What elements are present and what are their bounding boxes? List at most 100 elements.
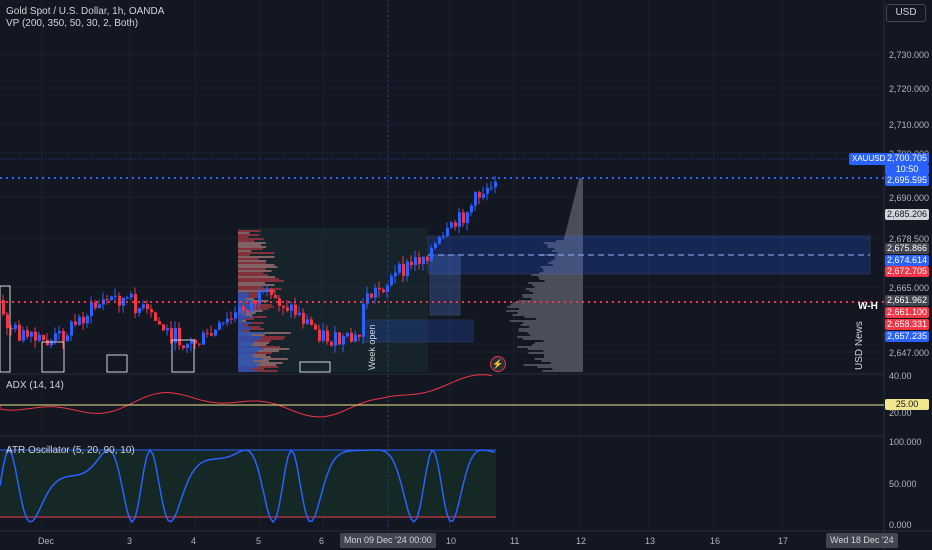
candle-body — [142, 304, 145, 309]
profile-bar — [574, 198, 583, 200]
time-tick: 3 — [127, 536, 133, 546]
profile-bar — [238, 250, 252, 252]
candle-body — [126, 297, 129, 299]
profile-bar — [238, 308, 254, 310]
currency-button[interactable]: USD — [886, 4, 926, 22]
profile-bar — [238, 348, 264, 350]
candle-body — [134, 294, 137, 314]
candle-body — [110, 296, 113, 301]
profile-bar — [238, 336, 262, 338]
candle-body — [250, 301, 253, 312]
profile-bar — [529, 334, 583, 336]
candle-body — [366, 293, 369, 304]
profile-bar — [544, 354, 583, 356]
candle-body — [74, 321, 77, 325]
time-tick: 16 — [710, 536, 721, 546]
profile-bar — [238, 364, 258, 366]
time-tick: 17 — [778, 536, 789, 546]
profile-bar — [531, 298, 583, 300]
candle-body — [50, 340, 53, 346]
time-tick: 6 — [319, 536, 325, 546]
profile-bar — [522, 322, 583, 324]
candle-body — [218, 322, 221, 330]
candle-body — [30, 331, 33, 337]
profile-bar — [577, 186, 583, 188]
profile-bar — [554, 258, 583, 260]
candle-body — [238, 306, 241, 313]
candle-body — [394, 272, 397, 277]
candle-body — [298, 312, 301, 315]
price-tick: 2,720.000 — [889, 84, 930, 94]
profile-bar — [238, 290, 275, 292]
price-tick: 2,678.500 — [889, 234, 930, 244]
candle-body — [402, 264, 405, 276]
profile-bar — [238, 370, 258, 372]
candle-body — [438, 236, 441, 244]
profile-bar — [571, 210, 583, 212]
profile-bar — [528, 282, 583, 284]
profile-bar — [238, 354, 252, 356]
candle-body — [478, 192, 481, 198]
candle-body — [314, 324, 317, 330]
support-zone — [362, 319, 474, 343]
adx-pane — [0, 374, 884, 418]
candle-body — [454, 222, 457, 227]
candle-body — [106, 299, 109, 301]
profile-bar — [238, 342, 254, 344]
profile-bar — [238, 300, 254, 302]
profile-bar — [543, 268, 583, 270]
profile-bar — [572, 204, 583, 206]
profile-bar — [551, 260, 583, 262]
candle-body — [206, 332, 209, 334]
candle-body — [390, 276, 393, 286]
profile-range-box — [238, 228, 428, 372]
candle-body — [62, 331, 65, 342]
profile-bar — [238, 328, 251, 330]
candle-body — [430, 247, 433, 261]
profile-bar — [238, 358, 263, 360]
candle-body — [254, 301, 257, 305]
profile-bar — [518, 330, 583, 332]
profile-bar — [518, 328, 583, 330]
profile-bar — [566, 228, 583, 230]
profile-bar — [556, 240, 583, 242]
profile-bar — [238, 326, 249, 328]
profile-bar — [567, 226, 583, 228]
profile-bar — [238, 260, 267, 262]
profile-bar — [238, 232, 250, 234]
profile-bar — [238, 272, 264, 274]
profile-bar — [238, 280, 284, 282]
profile-bar — [529, 290, 583, 292]
candle-body — [418, 257, 421, 265]
candle-body — [346, 332, 349, 337]
candle-body — [10, 327, 13, 329]
candle-body — [306, 319, 309, 324]
candle-body — [78, 316, 81, 325]
adx-line — [0, 374, 493, 418]
usd-news-label[interactable]: USD News — [854, 321, 865, 370]
candle-body — [458, 212, 461, 227]
profile-bar — [568, 222, 583, 224]
candle-body — [230, 318, 233, 320]
profile-bar — [576, 188, 583, 190]
profile-bar — [238, 366, 259, 368]
adx-tick: 20.00 — [889, 408, 912, 418]
candle-body — [474, 192, 477, 206]
zone-boxes[interactable] — [238, 228, 871, 372]
profile-bar — [238, 294, 249, 296]
horizontal-levels[interactable] — [0, 0, 884, 531]
candle-body — [242, 306, 245, 311]
profile-bar — [547, 246, 583, 248]
range-box — [41, 341, 65, 373]
time-end-label: Wed 18 Dec '24 — [826, 533, 898, 548]
profile-bar — [532, 284, 583, 286]
profile-bar — [527, 348, 583, 350]
profile-bar — [512, 314, 583, 316]
candle-body — [466, 212, 469, 224]
candle-body — [6, 314, 9, 328]
candle-body — [266, 289, 269, 291]
candle-body — [426, 256, 429, 261]
profile-bar — [238, 316, 253, 318]
lightning-icon[interactable]: ⚡ — [490, 356, 506, 372]
